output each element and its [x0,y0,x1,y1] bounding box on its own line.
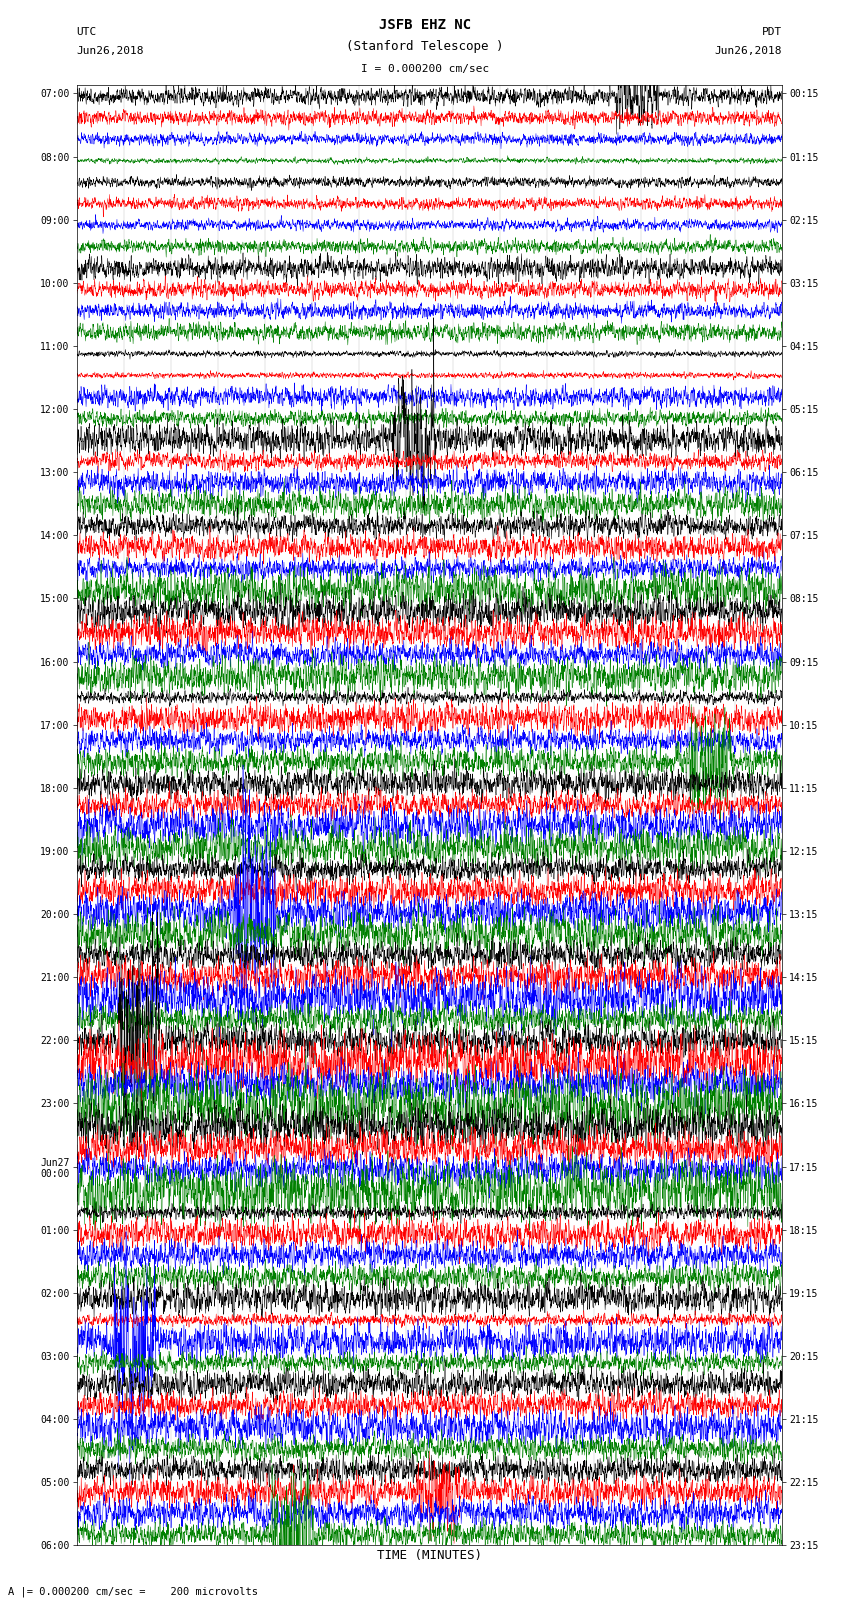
Text: JSFB EHZ NC: JSFB EHZ NC [379,18,471,32]
Text: A |= 0.000200 cm/sec =    200 microvolts: A |= 0.000200 cm/sec = 200 microvolts [8,1586,258,1597]
Text: I = 0.000200 cm/sec: I = 0.000200 cm/sec [361,65,489,74]
Text: Jun26,2018: Jun26,2018 [715,47,782,56]
Text: PDT: PDT [762,27,782,37]
Text: Jun26,2018: Jun26,2018 [76,47,144,56]
X-axis label: TIME (MINUTES): TIME (MINUTES) [377,1550,482,1563]
Text: (Stanford Telescope ): (Stanford Telescope ) [346,40,504,53]
Text: UTC: UTC [76,27,97,37]
